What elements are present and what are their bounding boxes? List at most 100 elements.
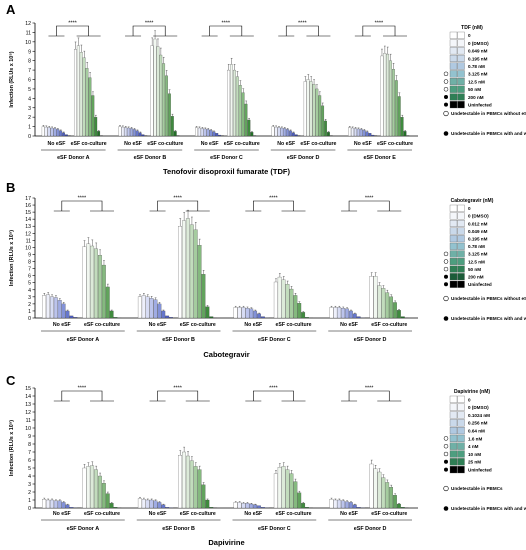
legend-entry: Uninfected xyxy=(468,103,492,108)
bar xyxy=(156,46,160,137)
bar xyxy=(69,315,74,319)
bar xyxy=(289,130,292,137)
bar xyxy=(153,38,157,137)
bar xyxy=(315,88,319,137)
bar xyxy=(369,463,374,509)
legend-swatch xyxy=(457,419,465,427)
bar xyxy=(132,129,136,137)
donor-label: eSF Donor D xyxy=(354,526,387,532)
bar xyxy=(105,286,110,319)
y-tick-label: 17 xyxy=(25,196,31,202)
legend-note: Undetectable in PBMCs without eSFs xyxy=(451,111,526,116)
bar xyxy=(150,45,154,137)
bar xyxy=(109,503,114,509)
bar xyxy=(286,129,289,137)
bar xyxy=(137,296,142,319)
y-tick-label: 7 xyxy=(28,267,31,273)
bar xyxy=(400,316,405,319)
bar xyxy=(245,503,250,509)
bar xyxy=(393,302,397,319)
bar xyxy=(165,507,170,509)
y-axis-label: Infection (RLUs x 10⁵) xyxy=(9,51,15,107)
bar xyxy=(42,295,47,319)
bar xyxy=(371,134,375,137)
legend-swatch xyxy=(449,47,458,55)
condition-label: eSF co-culture xyxy=(180,322,216,328)
bar xyxy=(215,133,219,137)
bar xyxy=(348,127,352,137)
legend-swatch xyxy=(457,62,465,70)
donor-label: eSF Donor B xyxy=(162,526,195,532)
legend-entry: 0 xyxy=(468,206,471,211)
bar xyxy=(321,105,325,137)
legend-swatch xyxy=(449,101,458,109)
legend-swatch xyxy=(449,31,458,39)
bar xyxy=(359,129,363,137)
bar xyxy=(318,95,322,137)
y-tick-label: 4 xyxy=(28,96,31,102)
bar xyxy=(280,127,284,137)
legend-title: TDF (nM) xyxy=(461,25,483,31)
bar xyxy=(141,295,146,319)
bar xyxy=(141,134,145,137)
legend-entry: 200 nM xyxy=(468,95,484,100)
bar xyxy=(381,477,386,509)
bar xyxy=(185,455,190,509)
bar xyxy=(97,131,101,137)
legend-entry: 0.012 nM xyxy=(468,221,488,226)
bar xyxy=(345,308,349,319)
bar xyxy=(61,303,66,319)
condition-label: eSF co-culture xyxy=(371,322,407,328)
bar xyxy=(57,300,62,319)
bar xyxy=(73,49,77,137)
bar xyxy=(241,307,246,319)
bar xyxy=(201,274,206,319)
legend-entry: 0.78 nM xyxy=(468,244,485,249)
bar xyxy=(162,63,166,137)
bar xyxy=(391,69,395,137)
bar xyxy=(337,499,342,509)
bar xyxy=(173,131,177,137)
significance-bracket xyxy=(53,200,115,212)
legend-entry: 0.049 nM xyxy=(468,49,488,54)
bar xyxy=(157,502,162,509)
bar xyxy=(285,283,290,319)
y-tick-label: 7 xyxy=(28,68,31,74)
donor-label: eSF Donor C xyxy=(258,526,291,532)
bar xyxy=(209,316,214,319)
legend-swatch xyxy=(457,204,465,212)
bar xyxy=(235,76,239,137)
bar xyxy=(396,503,401,509)
y-tick-label: 4 xyxy=(28,288,31,294)
bar xyxy=(333,499,338,509)
significance-bracket xyxy=(341,390,402,402)
legend-open-dot xyxy=(443,87,449,92)
y-tick-label: 11 xyxy=(26,30,31,36)
legend-swatch xyxy=(449,220,458,227)
bar xyxy=(206,129,210,137)
significance-stars: **** xyxy=(269,196,278,202)
legend-swatch xyxy=(457,434,465,442)
significance-stars: **** xyxy=(365,386,374,392)
note-open-dot xyxy=(443,110,449,117)
bar xyxy=(386,53,390,137)
bar xyxy=(380,55,384,137)
bar xyxy=(352,504,357,509)
bar xyxy=(165,315,170,319)
y-tick-label: 10 xyxy=(25,426,31,432)
legend-swatch xyxy=(457,258,465,265)
condition-label: No eSF xyxy=(244,511,262,517)
bar xyxy=(368,133,372,137)
legend-swatch xyxy=(457,93,465,101)
significance-stars: **** xyxy=(173,386,182,392)
legend-note: Undetectable in PBMCs with and without e… xyxy=(451,131,526,136)
legend-swatch xyxy=(457,273,465,281)
legend-swatch xyxy=(449,265,458,273)
bar xyxy=(124,127,128,137)
significance-bracket xyxy=(149,200,210,212)
y-tick-label: 12 xyxy=(25,231,31,237)
y-tick-label: 3 xyxy=(28,482,31,488)
legend-note: Undetectable in PBMCs without eSFs xyxy=(451,296,526,301)
condition-label: No eSF xyxy=(340,322,358,328)
legend-swatch xyxy=(449,419,458,427)
